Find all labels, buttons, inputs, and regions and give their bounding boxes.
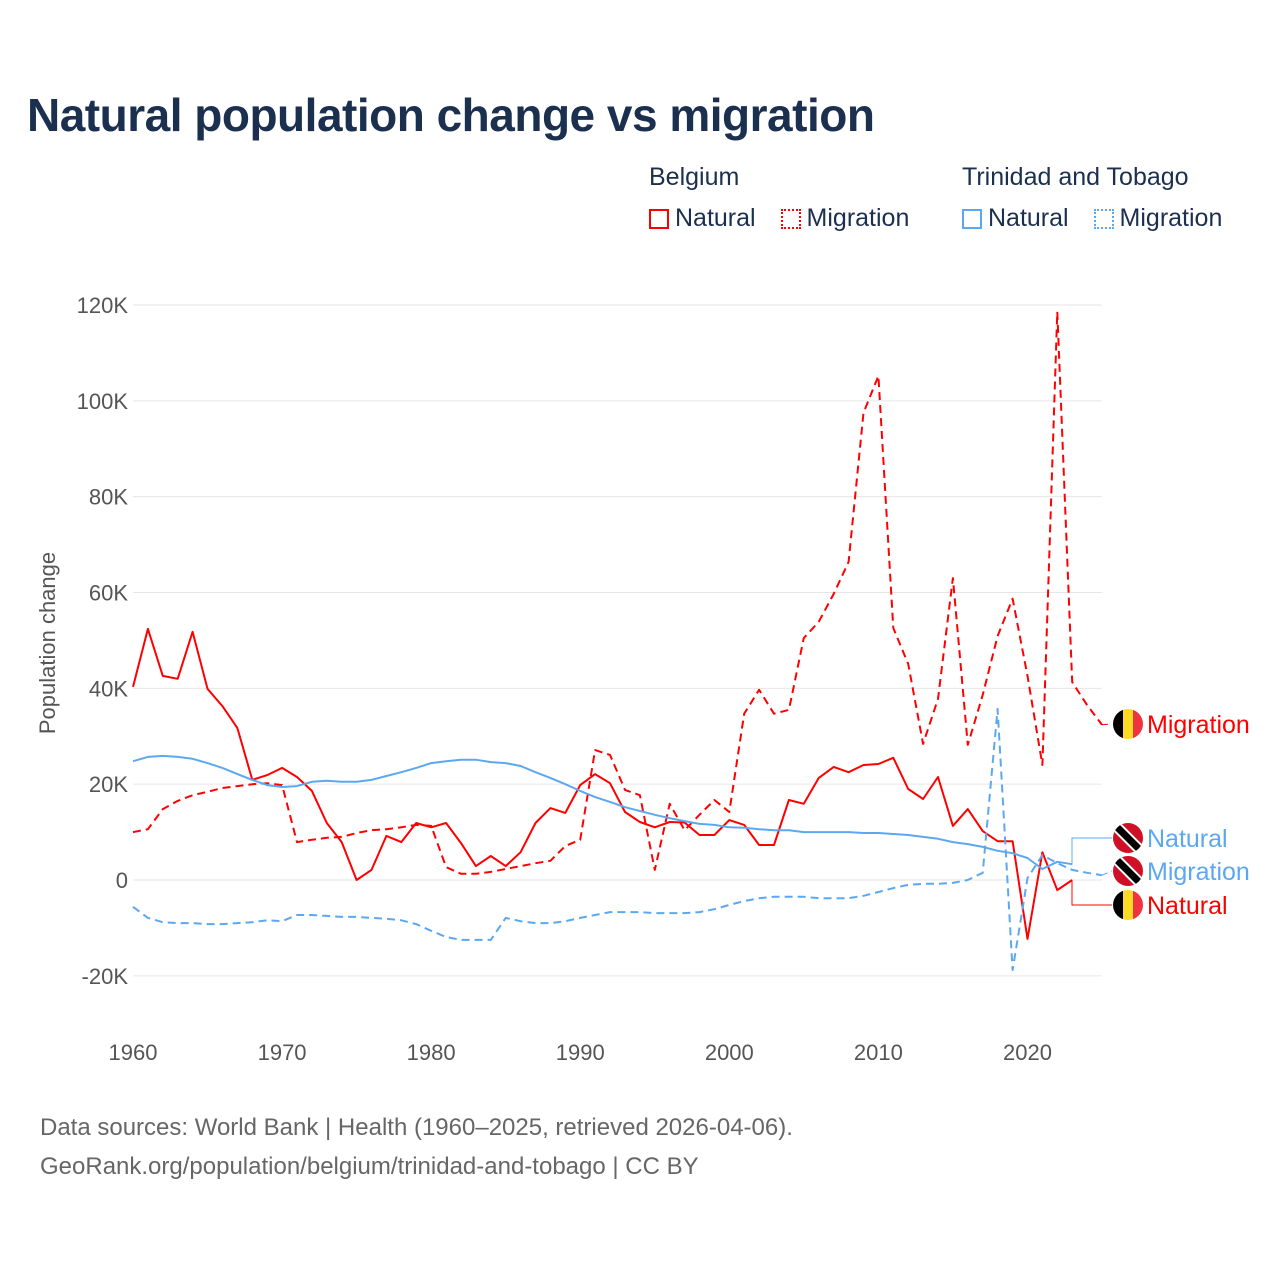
legend-swatch-dotted: [1093, 208, 1114, 229]
series-line-belgium-natural: [132, 627, 1073, 940]
x-tick-label: 1960: [109, 1040, 158, 1065]
legend-title-trinidad: Trinidad and Tobago: [962, 163, 1189, 191]
end-label: Natural: [1147, 892, 1228, 920]
label-connector: [1071, 837, 1112, 865]
flag-stripe: [1113, 823, 1143, 853]
flag-stripe: [1113, 709, 1123, 739]
label-connector: [1101, 870, 1113, 876]
y-tick-label: 20K: [89, 772, 128, 797]
y-tick-label: 100K: [77, 389, 129, 414]
x-tick-label: 1990: [556, 1040, 605, 1065]
x-tick-label: 1980: [407, 1040, 456, 1065]
flag-body: [1113, 823, 1143, 853]
legend-swatch-dotted: [780, 208, 801, 229]
legend-label: Migration: [1119, 204, 1223, 232]
x-tick-label: 2020: [1003, 1040, 1052, 1065]
flag-stripe: [1133, 709, 1143, 739]
flag-stripe: [1123, 890, 1133, 920]
legend-item-belgium-natural[interactable]: Natural: [649, 204, 756, 233]
end-label: Natural: [1147, 825, 1228, 853]
legend-item-belgium-migration[interactable]: Migration: [780, 204, 910, 233]
legend-item-trinidad-migration[interactable]: Migration: [1093, 204, 1223, 233]
y-tick-label: 0: [116, 868, 128, 893]
y-tick-label: 80K: [89, 485, 128, 510]
y-tick-label: -20K: [82, 964, 129, 989]
flag-stripe: [1123, 709, 1133, 739]
x-tick-label: 1970: [258, 1040, 307, 1065]
legend-swatch-solid: [962, 208, 982, 229]
legend-label: Natural: [988, 204, 1069, 232]
legend-group-belgium: Belgium Natural Migration: [649, 163, 927, 236]
trinidad-flag-icon: [1113, 856, 1143, 886]
source-line: Data sources: World Bank | Health (1960–…: [40, 1114, 793, 1141]
y-tick-label: 120K: [77, 293, 129, 318]
legend-group-trinidad: Trinidad and Tobago Natural Migration: [962, 163, 1222, 236]
source-link[interactable]: GeoRank.org/population/belgium/trinidad-…: [40, 1153, 699, 1180]
end-label: Migration: [1147, 711, 1250, 739]
chart-title: Natural population change vs migration: [27, 89, 875, 141]
legend-label: Natural: [675, 204, 756, 232]
series-line-trinidad-and-tobago-natural: [132, 754, 1073, 870]
legend-label: Migration: [806, 204, 910, 232]
flag-body: [1113, 856, 1143, 886]
flag-stripe: [1133, 890, 1143, 920]
source-note: Data sources: World Bank | Health (1960–…: [40, 1108, 793, 1186]
legend-item-trinidad-natural[interactable]: Natural: [962, 204, 1069, 233]
trinidad-flag-icon: [1113, 823, 1143, 853]
legend-swatch-solid: [649, 208, 669, 229]
flag-body: [1113, 709, 1143, 739]
label-connector: [1101, 723, 1113, 726]
x-tick-label: 2010: [854, 1040, 903, 1065]
label-connector: [1071, 879, 1112, 906]
x-tick-label: 2000: [705, 1040, 754, 1065]
series-line-belgium-migration: [132, 310, 1103, 875]
flag-stripe: [1113, 890, 1123, 920]
y-tick-label: 40K: [89, 676, 128, 701]
legend-title-belgium: Belgium: [649, 163, 740, 191]
flag-stripe: [1113, 856, 1143, 886]
series-line-trinidad-and-tobago-migration: [132, 707, 1103, 972]
flag-body: [1113, 890, 1143, 920]
belgium-flag-icon: [1113, 709, 1143, 739]
belgium-flag-icon: [1113, 890, 1143, 920]
end-label: Migration: [1147, 858, 1250, 886]
y-tick-label: 60K: [89, 581, 128, 606]
